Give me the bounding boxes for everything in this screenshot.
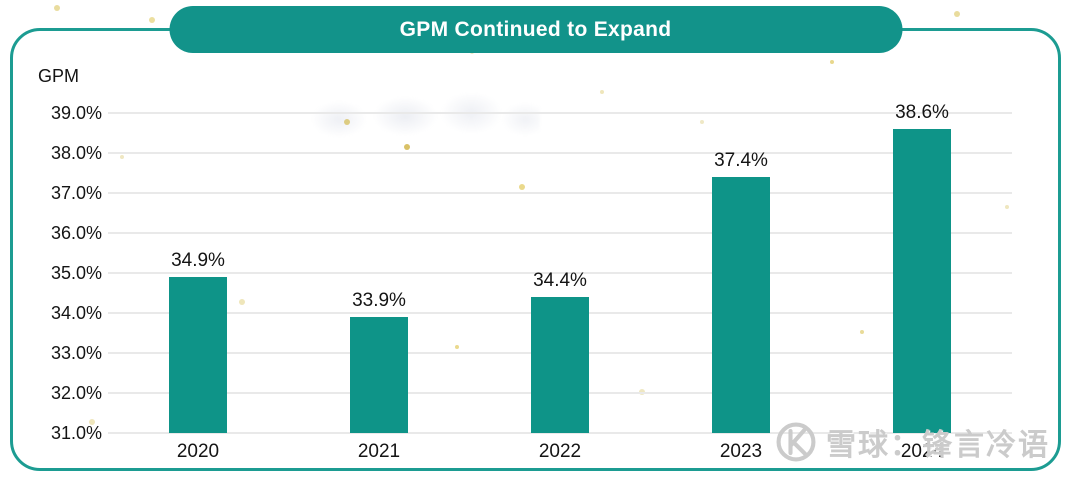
bar-2023 — [712, 177, 770, 433]
bar-2024 — [893, 129, 951, 433]
y-tick-label: 34.0% — [50, 303, 102, 323]
xueqiu-logo-icon — [776, 422, 816, 462]
watermark-text: 雪球：锋言冷语 — [826, 429, 1050, 462]
gridline — [108, 432, 1012, 434]
gridline — [108, 232, 1012, 234]
chart-title: GPM Continued to Expand — [399, 17, 672, 41]
y-tick-label: 36.0% — [50, 223, 102, 243]
x-tick-label: 2024 — [900, 441, 944, 462]
gridline — [108, 152, 1012, 154]
y-tick-label: 38.0% — [50, 143, 102, 163]
y-tick-label: 32.0% — [50, 383, 102, 403]
bar-value-label: 33.9% — [352, 290, 406, 311]
bar-2021 — [350, 317, 408, 433]
y-tick-label: 31.0% — [50, 423, 102, 443]
y-axis-title: GPM — [38, 66, 80, 86]
gridline — [108, 112, 1012, 114]
bar-value-label: 37.4% — [714, 150, 768, 171]
x-tick-label: 2020 — [176, 441, 220, 462]
bar-2022 — [531, 297, 589, 433]
bar-value-label: 38.6% — [895, 102, 949, 123]
bar-2020 — [169, 277, 227, 433]
y-tick-label: 39.0% — [50, 103, 102, 123]
gridline — [108, 272, 1012, 274]
title-banner: GPM Continued to Expand — [169, 6, 902, 53]
y-tick-label: 33.0% — [50, 343, 102, 363]
bar-value-label: 34.4% — [533, 270, 587, 291]
y-tick-label: 37.0% — [50, 183, 102, 203]
x-tick-label: 2021 — [357, 441, 401, 462]
x-tick-label: 2022 — [538, 441, 582, 462]
watermark: 雪球：锋言冷语 — [774, 420, 1050, 464]
bar-value-label: 34.9% — [171, 250, 225, 271]
y-tick-label: 35.0% — [50, 263, 102, 283]
x-tick-label: 2023 — [719, 441, 763, 462]
gridline — [108, 192, 1012, 194]
